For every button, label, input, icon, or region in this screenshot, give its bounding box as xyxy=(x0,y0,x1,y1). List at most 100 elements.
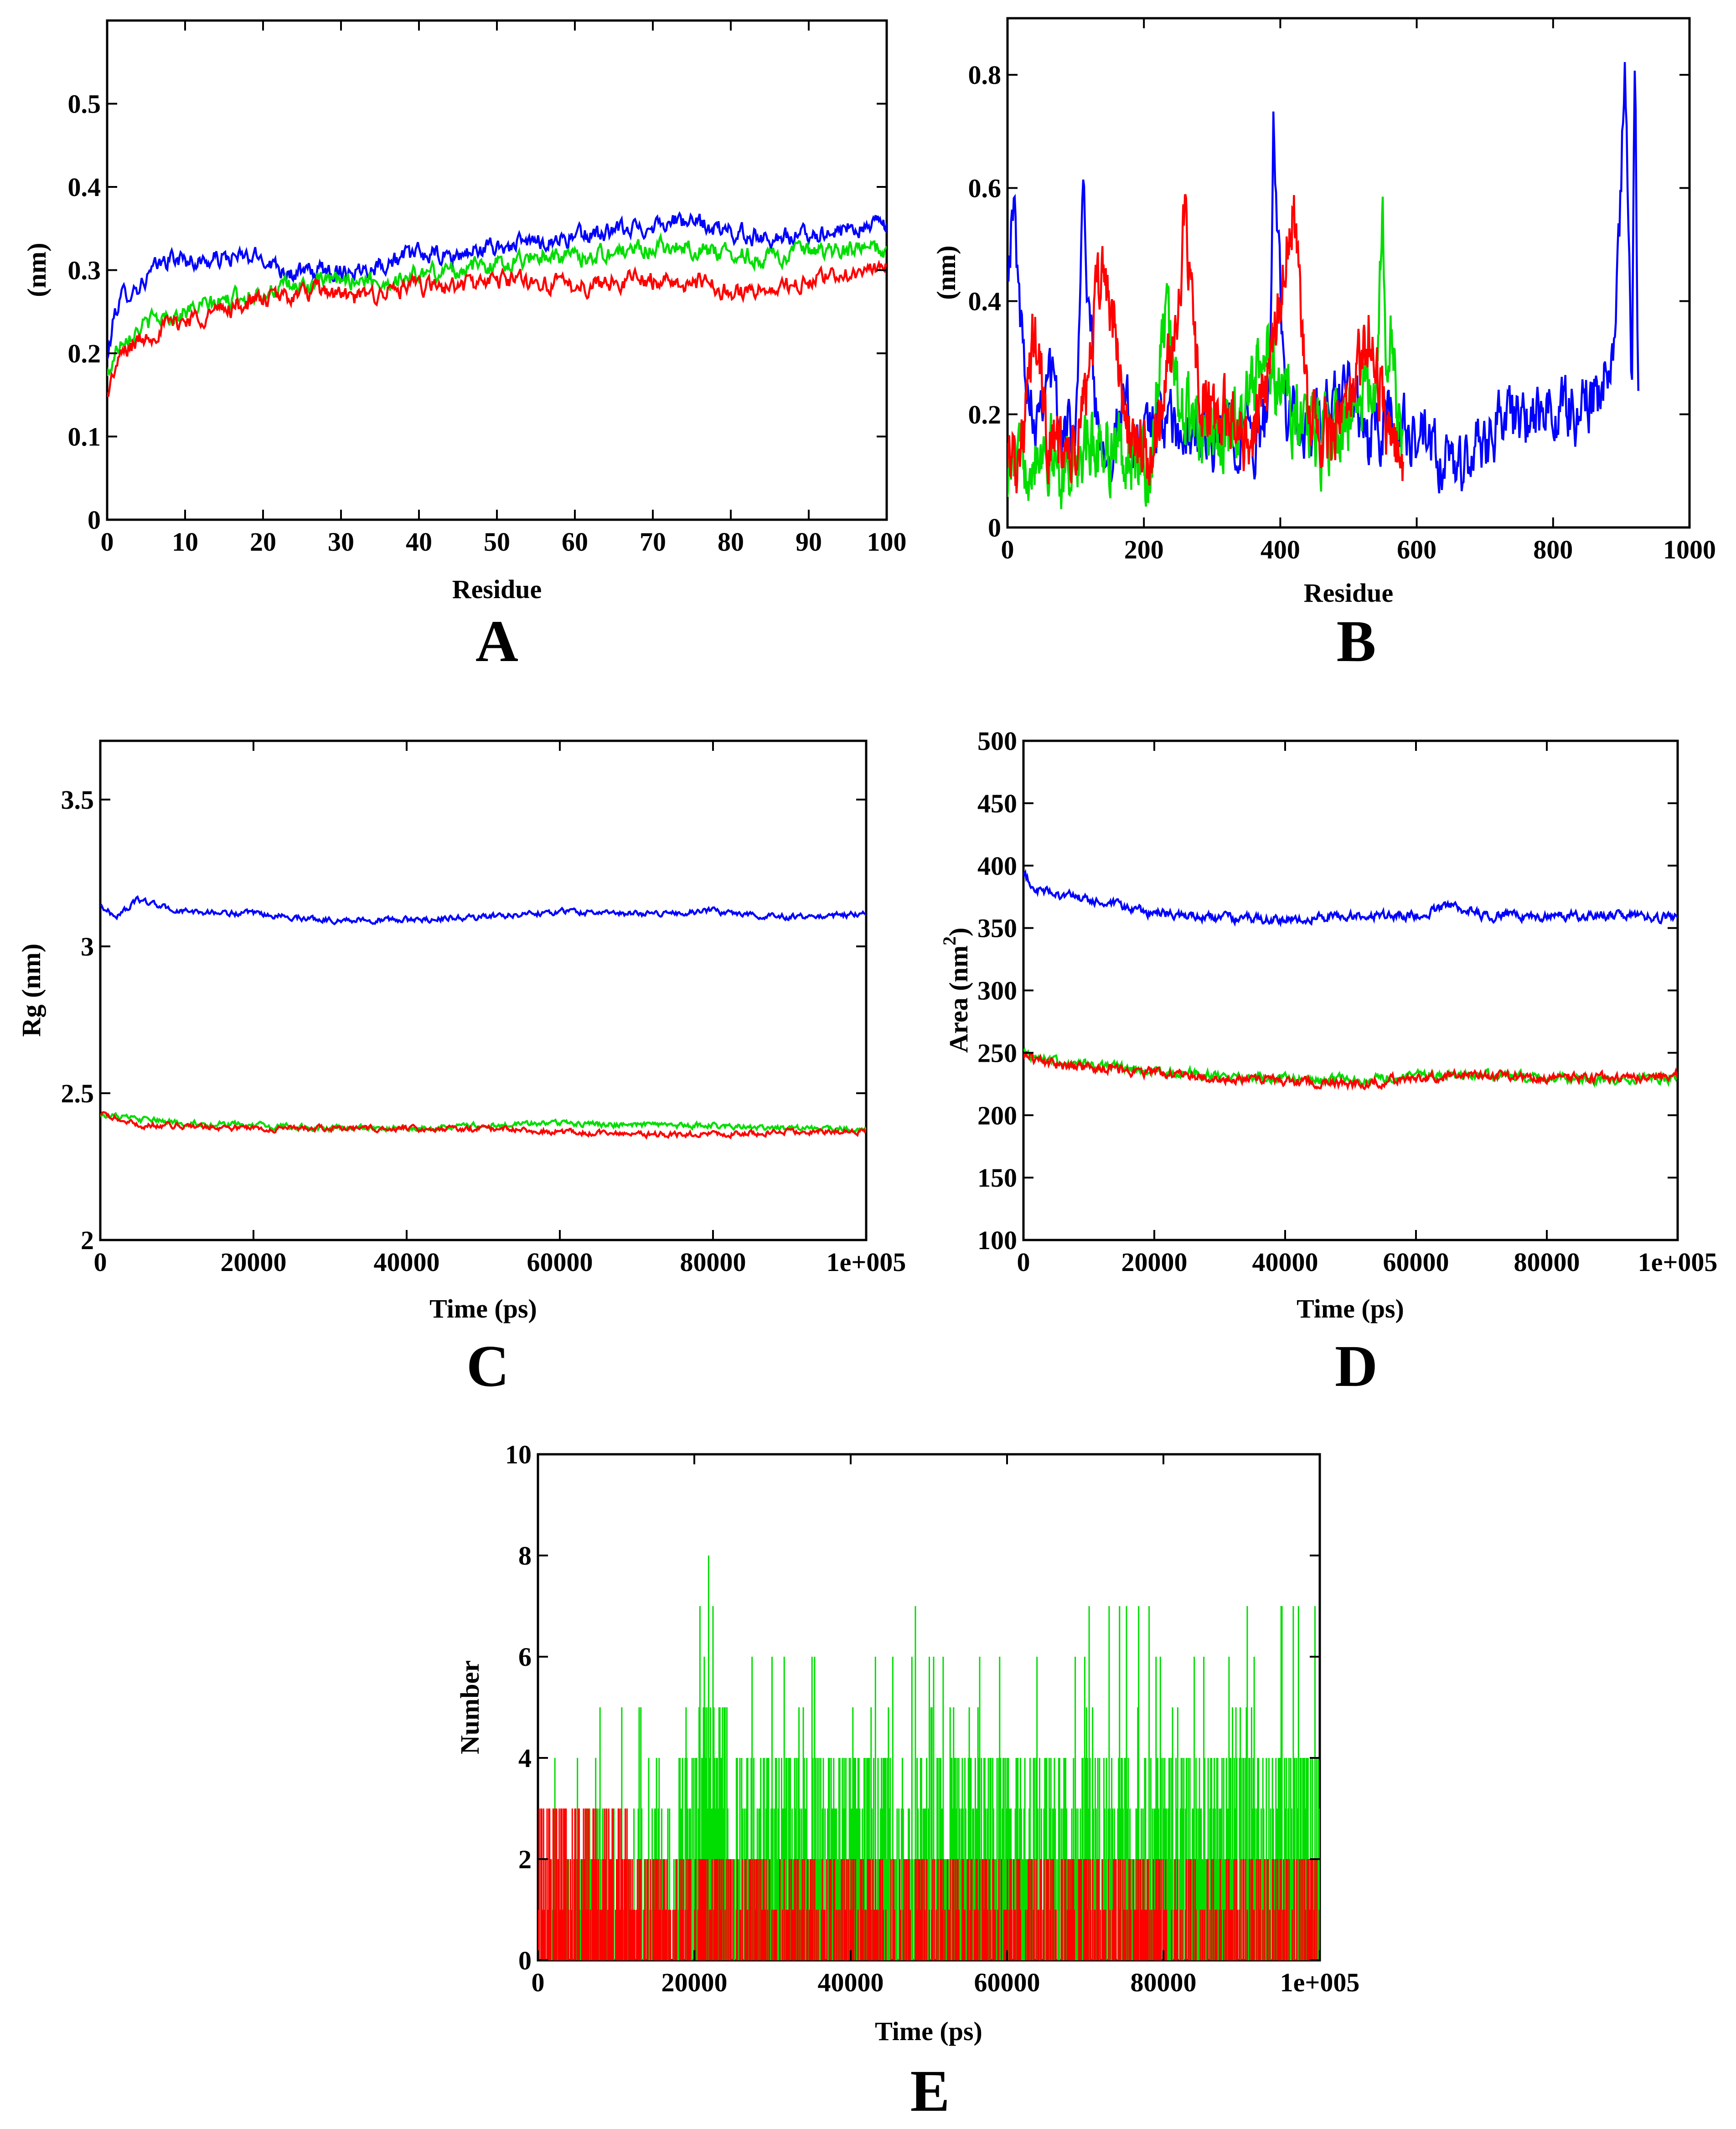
panel-a-ytick-label: 0.4 xyxy=(68,172,101,202)
panel-e-ytick-label: 8 xyxy=(518,1541,532,1571)
panel-a-xtick-label: 30 xyxy=(328,527,354,557)
panel-d-xtick-label: 20000 xyxy=(1121,1247,1188,1277)
panel-d-ylabel: Area (nm2) xyxy=(939,927,973,1053)
panel-d-ytick-label: 150 xyxy=(977,1163,1017,1193)
panel-a-xtick-label: 100 xyxy=(867,527,907,557)
panel-d-ytick-label: 200 xyxy=(977,1101,1017,1130)
panel-c-frame xyxy=(99,739,868,1241)
panel-c-letter: C xyxy=(466,1333,509,1399)
panel-a-letter: A xyxy=(475,609,518,674)
panel-a-xtick-label: 0 xyxy=(101,527,114,557)
panel-a-xtick-label: 40 xyxy=(406,527,432,557)
panel-c: 0 20000 40000 60000 80000 1e+005 2 2.5 3 3.5 Time… xyxy=(16,739,906,1399)
panel-e-xtick-label: 0 xyxy=(532,1968,545,1997)
panel-b-series xyxy=(1008,62,1640,509)
panel-c-xtick-label: 0 xyxy=(94,1247,107,1277)
panel-d: 0 20000 40000 60000 80000 1e+005 100 150 200 250 3… xyxy=(939,726,1717,1399)
panel-c-ylabel: Rg (nm) xyxy=(16,944,46,1037)
panel-a-ytick-label: 0 xyxy=(88,505,101,535)
panel-d-letter: D xyxy=(1335,1333,1378,1399)
panel-a-xtick-label: 10 xyxy=(172,527,198,557)
panel-d-xtick-label: 1e+005 xyxy=(1638,1247,1718,1277)
panel-e-ytick-label: 2 xyxy=(518,1845,532,1874)
panel-a-xtick-label: 50 xyxy=(484,527,510,557)
panel-d-xtick-label: 40000 xyxy=(1252,1247,1318,1277)
panel-e-xtick-label: 80000 xyxy=(1131,1968,1197,1997)
panel-a-ytick-label: 0.3 xyxy=(68,256,101,285)
panel-b-xtick-label: 200 xyxy=(1124,535,1164,564)
panel-c-series-blue xyxy=(100,895,866,925)
panel-b-ytick-label: 0.8 xyxy=(968,60,1002,90)
panel-a-frame xyxy=(106,19,888,521)
panel-d-xtick-label: 0 xyxy=(1017,1247,1030,1277)
panel-e-series-red xyxy=(538,1809,1320,1960)
panel-b-ytick-label: 0 xyxy=(988,513,1001,543)
panel-c-ticks: 0 20000 40000 60000 80000 1e+005 2 2.5 3 3.5 xyxy=(61,741,906,1277)
panel-e-xtick-label: 60000 xyxy=(974,1968,1040,1997)
panel-a-xlabel: Residue xyxy=(452,574,542,604)
panel-e: 0 20000 40000 60000 80000 1e+005 0 2 4 6 8 10 Time … xyxy=(455,1440,1359,2124)
panel-a-ticks: 0 10 20 30 40 50 60 70 80 90 100 0 0.1 0.2 0.3 0.4 0.5 xyxy=(68,21,907,557)
panel-c-ytick-label: 2.5 xyxy=(61,1079,94,1108)
panel-d-ylabel-superscript: 2 xyxy=(939,936,960,946)
panel-b-xtick-label: 1000 xyxy=(1663,535,1716,564)
panel-e-ytick-label: 10 xyxy=(505,1440,532,1469)
panel-b-xtick-label: 0 xyxy=(1001,535,1014,564)
panel-a-xtick-label: 90 xyxy=(796,527,822,557)
panel-b-frame xyxy=(1006,17,1691,529)
panel-b-xlabel: Residue xyxy=(1304,578,1394,608)
panel-d-ylabel-main: Area (nm xyxy=(944,946,973,1053)
panel-a-series-blue xyxy=(107,211,887,360)
panel-c-xtick-label: 20000 xyxy=(221,1247,287,1277)
panel-c-ytick-label: 3.5 xyxy=(61,785,94,815)
panel-d-ytick-label: 250 xyxy=(977,1038,1017,1068)
panel-e-ytick-label: 0 xyxy=(518,1946,532,1975)
panel-b-letter: B xyxy=(1337,609,1376,674)
panel-c-xtick-label: 60000 xyxy=(527,1247,593,1277)
panel-a-xtick-label: 70 xyxy=(640,527,666,557)
panel-c-series-green xyxy=(100,1111,866,1134)
panel-e-ylabel: Number xyxy=(455,1660,485,1754)
panel-c-ytick-label: 2 xyxy=(81,1225,94,1255)
panel-a-series-green xyxy=(107,232,887,377)
panel-d-ytick-label: 450 xyxy=(977,789,1017,818)
panel-c-series-red xyxy=(100,1111,866,1140)
panel-b-xtick-label: 400 xyxy=(1261,535,1300,564)
panel-b-ytick-label: 0.6 xyxy=(968,173,1002,203)
panel-b-series-green xyxy=(1008,196,1404,509)
panel-b-ytick-label: 0.2 xyxy=(968,400,1002,429)
panel-a-ytick-label: 0.5 xyxy=(68,89,101,119)
panel-b-ticks: 0 200 400 600 800 1000 0 0.2 0.4 0.6 0.8 xyxy=(968,18,1716,564)
panel-c-series xyxy=(100,895,866,1140)
panel-c-xlabel: Time (ps) xyxy=(429,1294,537,1323)
panel-a-xtick-label: 80 xyxy=(718,527,744,557)
panel-d-ytick-label: 350 xyxy=(977,914,1017,943)
panel-d-xlabel: Time (ps) xyxy=(1297,1294,1404,1323)
panel-d-ytick-label: 100 xyxy=(977,1225,1017,1255)
panel-d-series-blue xyxy=(1023,869,1678,928)
panel-e-xtick-label: 40000 xyxy=(818,1968,884,1997)
panel-d-series xyxy=(1023,869,1678,1091)
panel-d-frame xyxy=(1022,739,1679,1241)
panel-a-series-red xyxy=(107,259,887,397)
panel-e-xlabel: Time (ps) xyxy=(875,2016,982,2046)
panel-d-ylabel-close: ) xyxy=(944,927,973,936)
panel-a-xtick-label: 60 xyxy=(562,527,588,557)
panel-a: 0 10 20 30 40 50 60 70 80 90 100 0 0.1 0.2 0.3 0.4 0.5 R… xyxy=(22,19,907,674)
panel-d-xtick-label: 80000 xyxy=(1514,1247,1580,1277)
panel-b-xtick-label: 600 xyxy=(1397,535,1436,564)
panel-c-xtick-label: 1e+005 xyxy=(827,1247,906,1277)
panel-d-ytick-label: 400 xyxy=(977,851,1017,881)
panel-b: 0 200 400 600 800 1000 0 0.2 0.4 0.6 0.8 Residue (… xyxy=(931,17,1716,674)
panel-b-series-red xyxy=(1008,194,1404,493)
panel-a-ylabel: (nm) xyxy=(22,243,52,297)
panel-b-xtick-label: 800 xyxy=(1533,535,1573,564)
panel-b-ylabel: (nm) xyxy=(931,245,961,300)
panel-c-ytick-label: 3 xyxy=(81,932,94,961)
panel-e-xtick-label: 1e+005 xyxy=(1280,1968,1360,1997)
panel-e-ytick-label: 6 xyxy=(518,1642,532,1672)
panel-e-xtick-label: 20000 xyxy=(661,1968,728,1997)
panel-d-series-red xyxy=(1023,1050,1678,1091)
panel-d-xtick-label: 60000 xyxy=(1383,1247,1449,1277)
